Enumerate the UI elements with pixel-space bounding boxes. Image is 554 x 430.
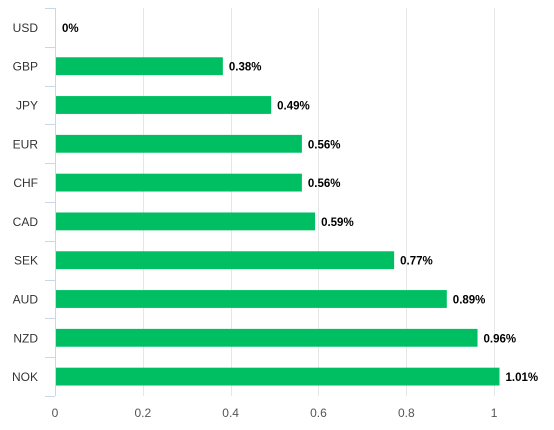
data-label: 0.89% — [453, 295, 486, 307]
category-label: CHF — [13, 176, 38, 190]
x-tick-label: 0.2 — [134, 406, 151, 420]
category-label: SEK — [14, 254, 38, 268]
bar-aud — [56, 290, 447, 308]
bar-chf — [56, 173, 302, 192]
x-tick-label: 0.6 — [310, 406, 327, 420]
bar-gbp — [56, 57, 223, 76]
data-label: 0.56% — [308, 178, 341, 190]
bar-nok — [56, 367, 500, 386]
x-tick-label: 0.8 — [398, 406, 415, 420]
bar-eur — [56, 134, 302, 153]
x-tick-label: 0 — [52, 406, 59, 420]
axes — [45, 8, 56, 397]
bars — [56, 57, 500, 386]
data-label: 1.01% — [506, 372, 539, 384]
bar-sek — [56, 251, 395, 270]
category-label: NOK — [12, 370, 38, 384]
category-label: EUR — [13, 137, 39, 151]
data-label: 0.56% — [308, 139, 341, 151]
category-label: AUD — [13, 293, 39, 307]
bar-nzd — [56, 328, 478, 347]
x-tick-label: 1 — [491, 406, 498, 420]
category-label: JPY — [16, 99, 38, 113]
category-label: USD — [13, 21, 39, 35]
category-label: NZD — [13, 331, 38, 345]
data-label: 0.77% — [400, 256, 433, 268]
data-label: 0.49% — [277, 101, 310, 113]
x-tick-labels: 0 0.2 0.4 0.6 0.8 1 — [52, 406, 498, 420]
bar-jpy — [56, 96, 272, 114]
data-label: 0% — [62, 23, 79, 35]
data-labels: 0% 0.38% 0.49% 0.56% 0.56% 0.59% 0.77% 0.89% 0.9… — [62, 23, 538, 384]
data-label: 0.38% — [229, 62, 262, 74]
data-label: 0.96% — [484, 333, 517, 345]
x-tick-label: 0.4 — [222, 406, 239, 420]
data-label: 0.59% — [321, 217, 354, 229]
category-label: GBP — [13, 60, 38, 74]
bar-cad — [56, 212, 316, 231]
category-label: CAD — [13, 215, 39, 229]
category-labels: USD GBP JPY EUR CHF CAD SEK AUD NZD NOK — [12, 21, 38, 384]
